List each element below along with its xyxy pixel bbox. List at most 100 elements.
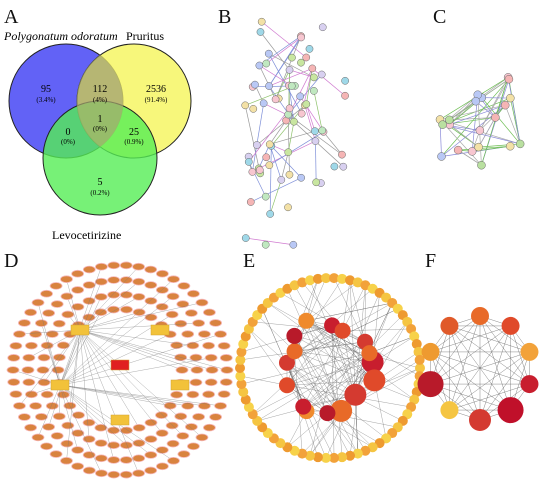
network-edge xyxy=(478,117,496,148)
network-edge xyxy=(449,325,481,421)
hub-gene-node xyxy=(298,312,315,329)
network-edge xyxy=(449,325,530,353)
target-node xyxy=(107,441,121,450)
gene-node xyxy=(329,452,340,463)
network-edge xyxy=(303,330,343,407)
target-node xyxy=(144,297,158,305)
region-pct: (0.2%) xyxy=(90,189,110,197)
network-edge xyxy=(286,325,333,386)
network-edge xyxy=(303,336,415,407)
network-edge xyxy=(43,329,81,383)
network-edge xyxy=(41,323,61,386)
target-node xyxy=(6,366,20,374)
network-edge xyxy=(449,104,506,125)
network-edge xyxy=(305,68,313,105)
gene-node xyxy=(312,452,323,463)
region-pct: (4%) xyxy=(93,96,108,104)
target-node xyxy=(56,390,70,399)
protein-node xyxy=(297,33,305,42)
network-edge xyxy=(449,117,496,121)
network-edge xyxy=(79,302,202,331)
panel-label-e: E xyxy=(243,250,256,272)
protein-node xyxy=(253,141,261,149)
network-edge xyxy=(331,325,356,395)
target-node xyxy=(94,439,108,447)
panel-label-a: A xyxy=(4,6,19,28)
target-node xyxy=(52,412,66,421)
network-edge xyxy=(269,120,287,145)
network-edge xyxy=(248,328,304,407)
protein-node xyxy=(302,100,311,109)
target-node xyxy=(40,289,53,298)
gene-node xyxy=(289,280,300,291)
hub-gene-node xyxy=(295,398,312,415)
gene-node xyxy=(235,371,246,382)
network-edge xyxy=(288,85,295,122)
target-node xyxy=(71,446,85,454)
target-node xyxy=(60,439,74,448)
target-node xyxy=(155,286,169,294)
protein-node xyxy=(290,117,298,126)
protein-node xyxy=(241,234,250,242)
network-edge xyxy=(269,145,272,214)
protein-node xyxy=(284,148,293,157)
core-gene-node xyxy=(440,316,459,335)
target-node xyxy=(119,261,133,270)
network-edge xyxy=(312,68,346,97)
core-gene-node xyxy=(440,401,459,420)
network-edge xyxy=(59,333,221,386)
network-edge xyxy=(59,384,127,446)
protein-node xyxy=(308,64,317,73)
target-node xyxy=(189,378,203,387)
network-edge xyxy=(69,329,81,406)
network-edge xyxy=(79,329,228,371)
target-node xyxy=(144,281,158,289)
protein-node xyxy=(506,93,515,103)
target-node xyxy=(219,354,233,362)
target-node xyxy=(177,450,191,458)
network-edge xyxy=(449,325,530,385)
protein-node xyxy=(287,82,296,90)
target-node xyxy=(175,366,189,374)
target-node xyxy=(40,390,54,399)
target-node xyxy=(209,413,223,421)
network-edge xyxy=(59,384,78,451)
target-node xyxy=(21,366,35,374)
target-node xyxy=(107,470,121,479)
network-edge xyxy=(79,296,139,331)
network-edge xyxy=(309,280,356,395)
target-node xyxy=(187,289,200,298)
target-node xyxy=(132,423,146,432)
network-edge xyxy=(37,384,61,438)
target-node xyxy=(195,298,209,307)
target-node xyxy=(31,433,45,442)
core-gene-node xyxy=(469,409,491,431)
protein-node xyxy=(318,126,327,135)
network-edge xyxy=(47,345,61,386)
target-node xyxy=(176,300,190,308)
network-edge xyxy=(306,320,356,395)
compound-node xyxy=(150,324,170,336)
network-edge xyxy=(287,413,328,448)
protein-node xyxy=(302,53,311,62)
network-edge xyxy=(449,124,479,148)
network-edge xyxy=(59,296,174,386)
protein-node xyxy=(474,142,483,152)
network-edge xyxy=(309,330,343,456)
network-edge xyxy=(355,367,421,395)
network-edge xyxy=(66,296,81,331)
compound-node xyxy=(50,379,70,391)
target-node xyxy=(17,319,31,327)
target-node xyxy=(204,378,218,387)
target-node xyxy=(107,276,121,284)
network-edge xyxy=(458,145,511,151)
protein-node xyxy=(445,115,454,125)
network-edge xyxy=(315,141,317,183)
network-edge xyxy=(374,321,408,381)
protein-node xyxy=(311,137,320,145)
gene-node xyxy=(360,445,371,456)
protein-node xyxy=(305,45,314,53)
protein-node xyxy=(297,58,305,67)
